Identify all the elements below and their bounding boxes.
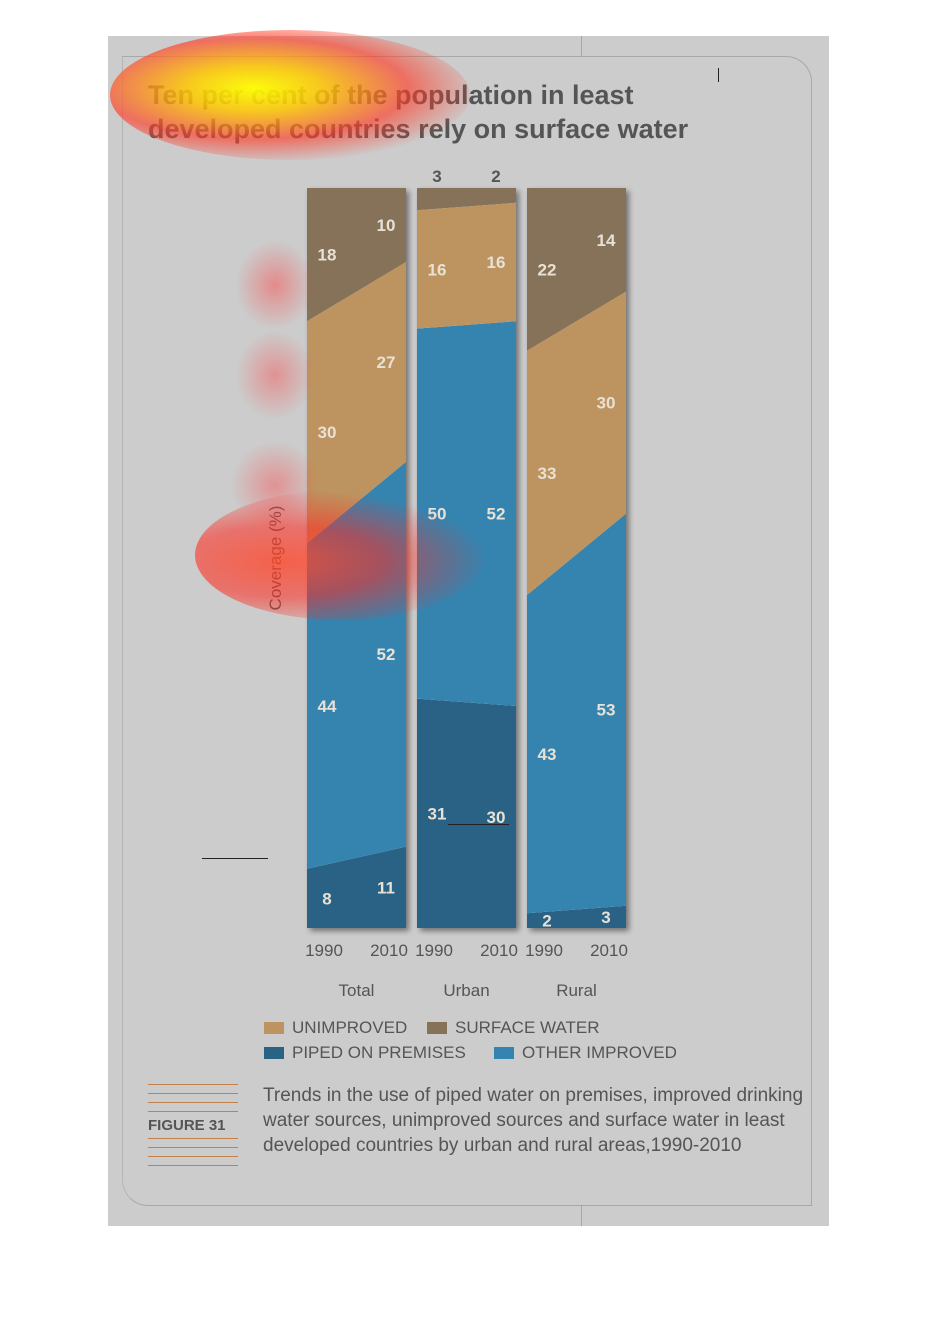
data-label: 30	[487, 808, 506, 827]
x-tick-label: 1990	[415, 941, 453, 960]
data-label: 2	[491, 167, 500, 186]
stray-mark	[448, 824, 509, 825]
text-cursor	[718, 68, 719, 82]
area-surface-water-total	[307, 188, 406, 322]
data-label: 3	[601, 908, 610, 927]
data-label: 8	[322, 889, 331, 908]
data-label: 52	[487, 505, 506, 524]
legend-swatch	[427, 1022, 447, 1034]
data-label: 27	[377, 353, 396, 372]
panel-label: Total	[339, 981, 375, 1000]
y-axis-label: Coverage (%)	[266, 506, 285, 611]
x-tick-label: 2010	[370, 941, 408, 960]
legend-label: PIPED ON PREMISES	[292, 1043, 466, 1062]
legend-item-other-improved: OTHER IMPROVED	[494, 1043, 677, 1063]
legend-item-unimproved: UNIMPROVED	[264, 1018, 407, 1038]
data-label: 2	[542, 912, 551, 931]
area-surface-water-urban	[417, 188, 516, 211]
legend-swatch	[264, 1022, 284, 1034]
legend-swatch	[494, 1047, 514, 1059]
x-tick-label: 1990	[305, 941, 343, 960]
legend-swatch	[264, 1047, 284, 1059]
fold-line	[581, 36, 582, 56]
area-unimproved-rural	[527, 291, 626, 595]
data-label: 18	[318, 246, 337, 265]
legend-label: UNIMPROVED	[292, 1018, 408, 1037]
x-tick-label: 2010	[590, 941, 628, 960]
area-piped-on-premises-total	[307, 846, 406, 928]
x-tick-label: 2010	[480, 941, 518, 960]
area-unimproved-urban	[417, 202, 516, 329]
data-label: 16	[428, 260, 447, 279]
data-label: 16	[487, 253, 506, 272]
area-unimproved-total	[307, 262, 406, 544]
data-label: 10	[377, 216, 396, 235]
data-label: 11	[377, 878, 395, 897]
area-other-improved-rural	[527, 513, 626, 914]
panel-label: Urban	[443, 981, 489, 1000]
data-label: 30	[318, 423, 337, 442]
legend-item-piped-on-premises: PIPED ON PREMISES	[264, 1043, 466, 1063]
data-label: 33	[538, 464, 557, 483]
legend-item-surface-water: SURFACE WATER	[427, 1018, 600, 1038]
data-label: 31	[428, 804, 447, 823]
data-label: 3	[432, 167, 441, 186]
legend-label: SURFACE WATER	[455, 1018, 600, 1037]
data-label: 44	[318, 697, 337, 716]
fold-line	[581, 1205, 582, 1226]
stray-mark	[202, 858, 268, 859]
panel-label: Rural	[556, 981, 597, 1000]
data-label: 53	[597, 701, 616, 720]
x-tick-label: 1990	[525, 941, 563, 960]
area-piped-on-premises-urban	[417, 698, 516, 928]
figure-number-block: FIGURE 31	[148, 1084, 240, 1166]
legend-label: OTHER IMPROVED	[522, 1043, 677, 1062]
data-label: 22	[538, 260, 557, 279]
figure-caption: Trends in the use of piped water on prem…	[263, 1085, 804, 1156]
data-label: 50	[428, 505, 447, 524]
data-label: 30	[597, 394, 616, 413]
data-label: 43	[538, 745, 557, 764]
figure-label: FIGURE 31	[148, 1117, 240, 1134]
data-label: 14	[597, 231, 616, 250]
area-piped-on-premises-rural	[527, 905, 626, 928]
area-surface-water-rural	[527, 188, 626, 351]
data-label: 52	[377, 645, 396, 664]
